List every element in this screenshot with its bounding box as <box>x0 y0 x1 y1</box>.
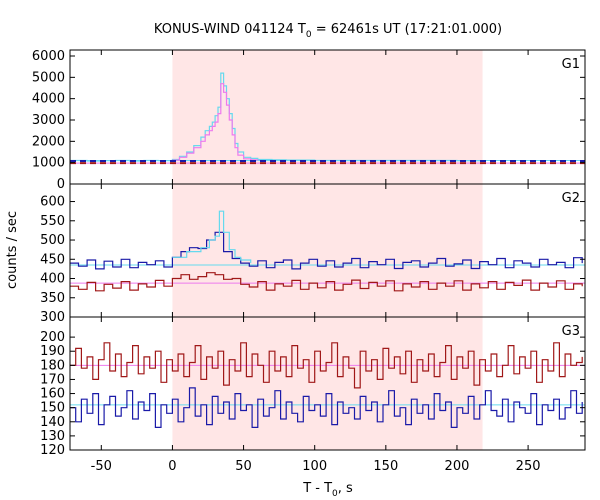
panel-label: G2 <box>562 191 580 206</box>
chart-title: KONUS-WIND 041124 T0 = 62461s UT (17:21:… <box>154 22 502 40</box>
panel-label: G3 <box>562 324 580 339</box>
y-axis-label: counts / sec <box>5 211 20 289</box>
y-tick-label: 400 <box>40 272 65 287</box>
y-tick-label: 350 <box>40 291 65 306</box>
y-tick-label: 160 <box>40 387 65 402</box>
y-tick-label: 450 <box>40 252 65 267</box>
highlight-interval <box>172 50 483 450</box>
panel-label: G1 <box>562 57 580 72</box>
y-tick-label: 150 <box>40 401 65 416</box>
y-tick-label: 140 <box>40 415 65 430</box>
panel-g3 <box>70 317 585 451</box>
y-tick-label: 500 <box>40 233 65 248</box>
x-tick-label: 150 <box>373 459 398 474</box>
y-tick-label: 130 <box>40 429 65 444</box>
y-tick-label: 600 <box>40 195 65 210</box>
y-tick-label: 300 <box>40 310 65 325</box>
y-tick-label: 3000 <box>32 113 65 128</box>
y-tick-label: 200 <box>40 330 65 345</box>
x-tick-label: 50 <box>235 459 252 474</box>
panel-frame <box>69 316 586 451</box>
y-tick-label: 170 <box>40 372 65 387</box>
x-tick-label: -50 <box>91 459 112 474</box>
series-line <box>172 210 252 264</box>
x-tick-label: 100 <box>302 459 327 474</box>
x-tick-label: 0 <box>168 459 176 474</box>
y-tick-label: 0 <box>57 177 65 192</box>
y-tick-label: 550 <box>40 214 65 229</box>
y-tick-label: 4000 <box>32 92 65 107</box>
series-line <box>70 387 583 428</box>
y-tick-label: 180 <box>40 358 65 373</box>
series-line <box>70 231 583 270</box>
y-tick-label: 5000 <box>32 70 65 85</box>
series-line <box>70 342 583 389</box>
y-tick-label: 190 <box>40 344 65 359</box>
y-tick-label: 2000 <box>32 134 65 149</box>
x-tick-label: 250 <box>516 459 541 474</box>
y-tick-label: 6000 <box>32 49 65 64</box>
y-tick-label: 1000 <box>32 156 65 171</box>
x-axis-label: T - T0, s <box>302 481 353 499</box>
x-tick-label: 200 <box>445 459 470 474</box>
y-tick-label: 120 <box>40 443 65 458</box>
series-line <box>172 83 259 161</box>
series-line <box>70 272 583 292</box>
panel-g1 <box>70 50 585 185</box>
